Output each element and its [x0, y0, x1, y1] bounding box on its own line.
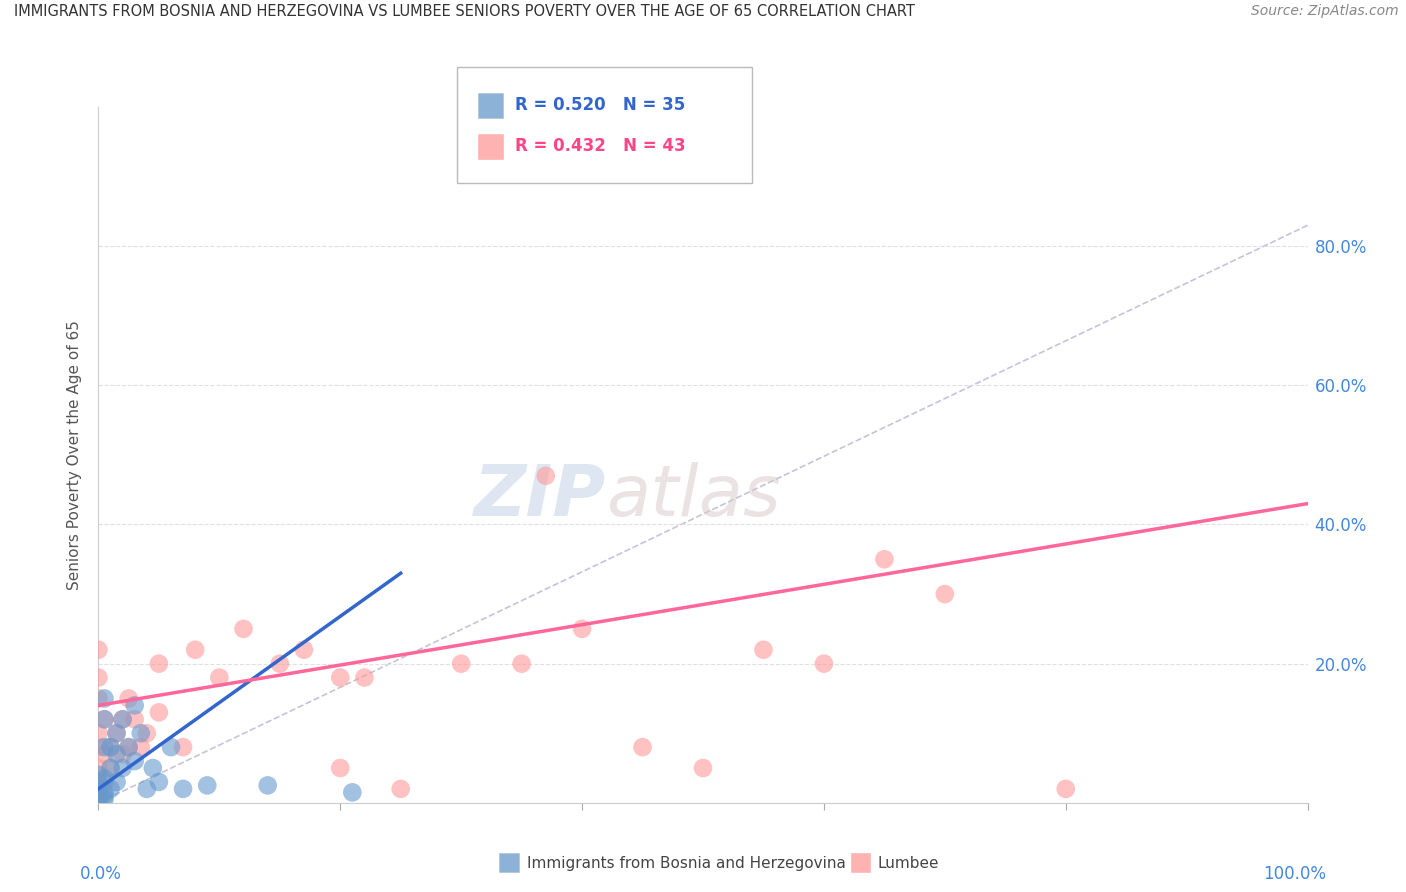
Point	[105, 726, 128, 740]
Point	[93, 747, 115, 761]
Point	[87, 691, 110, 706]
Point	[873, 552, 896, 566]
Point	[752, 642, 775, 657]
Point	[118, 740, 141, 755]
Point	[111, 712, 134, 726]
Point	[135, 726, 157, 740]
Point	[87, 790, 110, 805]
Point	[111, 712, 134, 726]
Point	[631, 740, 654, 755]
Point	[342, 785, 364, 799]
Text: R = 0.432   N = 43: R = 0.432 N = 43	[515, 137, 685, 155]
Point	[813, 657, 835, 671]
Text: Source: ZipAtlas.com: Source: ZipAtlas.com	[1251, 4, 1399, 19]
Point	[208, 671, 231, 685]
Point	[118, 691, 141, 706]
Point	[111, 761, 134, 775]
Text: ZIP: ZIP	[474, 462, 606, 531]
Text: 100.0%: 100.0%	[1263, 865, 1326, 883]
Point	[87, 792, 110, 806]
Text: R = 0.520   N = 35: R = 0.520 N = 35	[515, 96, 685, 114]
Point	[142, 761, 165, 775]
Text: Immigrants from Bosnia and Herzegovina: Immigrants from Bosnia and Herzegovina	[527, 856, 846, 871]
Point	[129, 740, 152, 755]
Text: atlas: atlas	[606, 462, 780, 531]
Point	[87, 740, 110, 755]
Point	[389, 781, 412, 796]
Point	[93, 740, 115, 755]
Point	[100, 740, 122, 755]
Point	[256, 778, 278, 792]
Point	[93, 775, 115, 789]
Point	[87, 642, 110, 657]
Point	[292, 642, 315, 657]
Point	[93, 785, 115, 799]
Point	[148, 657, 170, 671]
Point	[129, 726, 152, 740]
Point	[87, 775, 110, 789]
Text: 0.0%: 0.0%	[80, 865, 122, 883]
Point	[87, 671, 110, 685]
Point	[269, 657, 291, 671]
Point	[184, 642, 207, 657]
Point	[195, 778, 218, 792]
Point	[87, 781, 110, 796]
Point	[100, 761, 122, 775]
Point	[124, 698, 146, 713]
Point	[105, 726, 128, 740]
Point	[148, 775, 170, 789]
Point	[93, 712, 115, 726]
Point	[105, 775, 128, 789]
Point	[172, 740, 194, 755]
Point	[232, 622, 254, 636]
Point	[87, 726, 110, 740]
Text: Lumbee: Lumbee	[877, 856, 939, 871]
Point	[160, 740, 183, 755]
Point	[510, 657, 533, 671]
Point	[87, 761, 110, 775]
Point	[87, 781, 110, 796]
Point	[534, 468, 557, 483]
Point	[100, 761, 122, 775]
Point	[93, 789, 115, 803]
Point	[172, 781, 194, 796]
Point	[87, 789, 110, 803]
Point	[93, 712, 115, 726]
Point	[135, 781, 157, 796]
Point	[692, 761, 714, 775]
Point	[87, 768, 110, 782]
Text: IMMIGRANTS FROM BOSNIA AND HERZEGOVINA VS LUMBEE SENIORS POVERTY OVER THE AGE OF: IMMIGRANTS FROM BOSNIA AND HERZEGOVINA V…	[14, 4, 915, 20]
Point	[93, 792, 115, 806]
Point	[87, 794, 110, 808]
Point	[124, 754, 146, 768]
Point	[934, 587, 956, 601]
Y-axis label: Seniors Poverty Over the Age of 65: Seniors Poverty Over the Age of 65	[67, 320, 83, 590]
Point	[329, 761, 352, 775]
Point	[87, 785, 110, 799]
Point	[1054, 781, 1077, 796]
Point	[148, 706, 170, 720]
Point	[329, 671, 352, 685]
Point	[111, 747, 134, 761]
Point	[353, 671, 375, 685]
Point	[450, 657, 472, 671]
Point	[100, 781, 122, 796]
Point	[93, 691, 115, 706]
Point	[124, 712, 146, 726]
Point	[105, 747, 128, 761]
Point	[100, 740, 122, 755]
Point	[118, 740, 141, 755]
Point	[571, 622, 593, 636]
Point	[93, 772, 115, 786]
